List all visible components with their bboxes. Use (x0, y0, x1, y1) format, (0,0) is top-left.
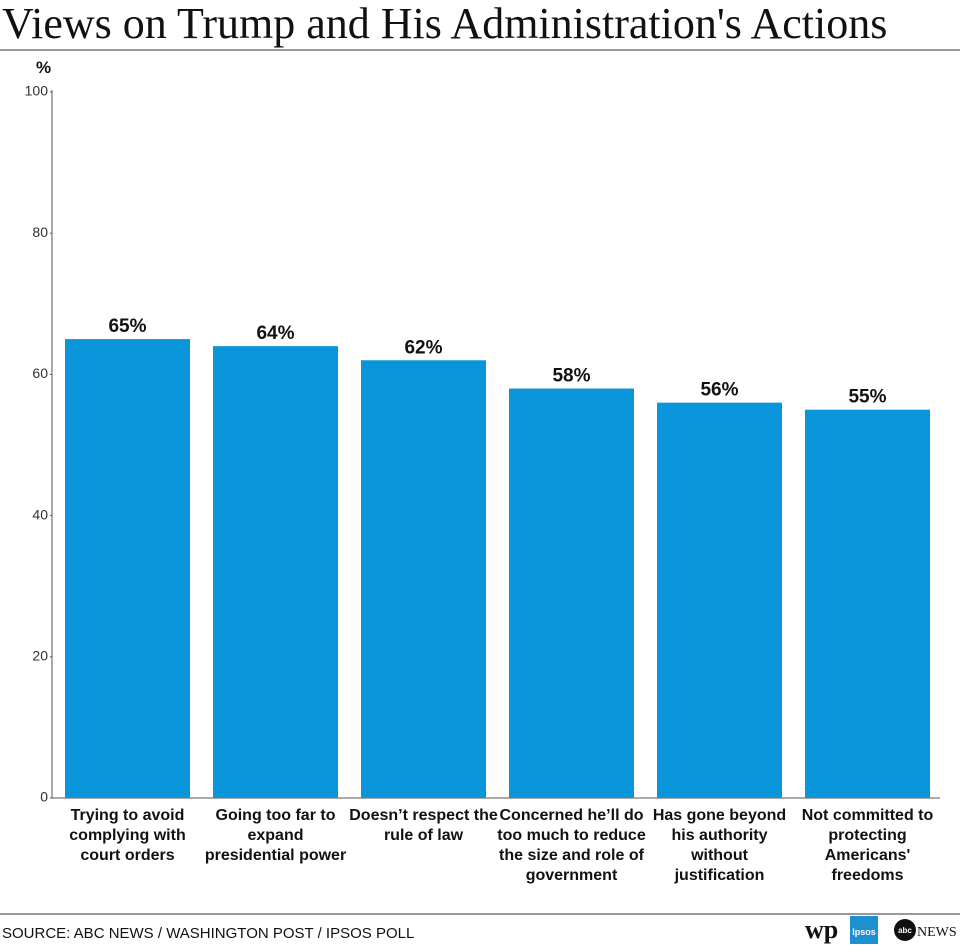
abc-logo: abc (898, 926, 912, 935)
y-tick-label: 20 (32, 648, 48, 664)
x-tick-label: Concerned he’ll do too much to reduce th… (497, 807, 646, 884)
x-tick-label: Doesn’t respect the rule of law (349, 807, 498, 844)
source: SOURCE: ABC NEWS / WASHINGTON POST / IPS… (2, 925, 414, 942)
bar (509, 388, 634, 798)
news-logo: NEWS (917, 925, 957, 940)
bar (805, 409, 930, 798)
chart-title: Views on Trump and His Administration's … (2, 0, 887, 48)
value-label: 64% (256, 323, 294, 344)
value-label: 62% (404, 337, 442, 358)
value-label: 58% (552, 366, 590, 387)
value-label: 65% (108, 316, 146, 337)
bar (213, 346, 338, 798)
y-tick-label: 80 (32, 224, 48, 240)
x-tick-label: Going too far to expand presidential pow… (204, 807, 347, 864)
x-tick-label: Has gone beyond his authority without ju… (652, 807, 787, 884)
y-tick-label: 60 (32, 365, 48, 381)
y-tick-label: 40 (32, 506, 48, 522)
ipsos-logo-box (850, 916, 878, 944)
bar (65, 339, 190, 798)
y-tick-label: 0 (40, 789, 48, 805)
value-label: 55% (848, 387, 886, 408)
value-label: 56% (700, 380, 738, 401)
bar (657, 402, 782, 798)
abc-logo-circle (894, 919, 916, 941)
ipsos-logo: Ipsos (852, 927, 876, 937)
x-tick-label: Not committed to protecting Americans' f… (801, 807, 934, 884)
wp-logo: wp (805, 915, 838, 944)
bar (361, 360, 486, 798)
x-tick-label: Trying to avoid complying with court ord… (69, 807, 186, 864)
y-tick-label: 100 (25, 83, 49, 99)
y-axis-unit: % (36, 58, 51, 77)
